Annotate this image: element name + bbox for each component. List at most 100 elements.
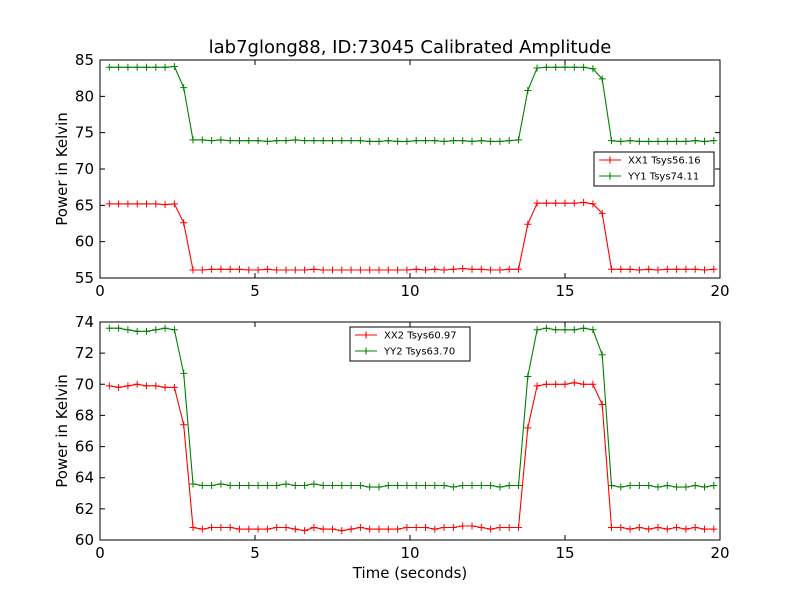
data-point-marker: [710, 482, 718, 489]
data-point-marker: [682, 483, 690, 491]
legend-entry-label: YY1 Tsys74.11: [627, 172, 699, 183]
data-point-marker: [347, 482, 355, 489]
data-point-marker: [403, 524, 411, 532]
data-point-marker: [561, 380, 569, 388]
data-point-marker: [226, 482, 234, 489]
data-point-marker: [403, 266, 411, 274]
data-point-marker: [236, 482, 243, 489]
data-point-marker: [533, 382, 541, 390]
legend-entry-label: XX1 Tsys56.16: [628, 156, 701, 167]
data-point-marker: [645, 137, 653, 145]
y-tick-label: 85: [75, 51, 94, 69]
y-tick-label: 75: [75, 124, 94, 142]
y-tick-label: 72: [75, 344, 94, 362]
data-point-marker: [291, 136, 299, 144]
data-point-marker: [552, 380, 560, 388]
data-point-marker: [115, 383, 123, 391]
data-point-marker: [673, 524, 681, 532]
data-point-marker: [263, 482, 271, 489]
data-point-marker: [542, 380, 550, 388]
legend-box: [593, 151, 715, 187]
y-tick-label: 65: [75, 196, 94, 214]
data-point-marker: [524, 373, 532, 380]
data-point-marker: [663, 525, 671, 533]
data-point-marker: [375, 525, 383, 533]
data-point-marker: [282, 266, 290, 274]
data-point-marker: [291, 525, 299, 533]
data-point-marker: [310, 480, 318, 488]
data-point-marker: [338, 266, 346, 274]
data-point-marker: [217, 480, 225, 488]
data-point-marker: [431, 265, 439, 273]
data-point-marker: [487, 137, 495, 145]
data-point-marker: [682, 137, 690, 145]
data-point-marker: [161, 324, 169, 332]
y-axis-label: Power in Kelvin: [53, 112, 71, 226]
data-point-marker: [477, 482, 485, 489]
data-point-marker: [598, 209, 606, 217]
data-point-marker: [375, 137, 383, 145]
data-point-marker: [617, 265, 625, 273]
data-point-marker: [496, 483, 504, 491]
data-point-marker: [449, 265, 457, 273]
data-point-marker: [319, 525, 327, 533]
x-tick-label: 10: [400, 544, 419, 562]
data-point-marker: [608, 265, 615, 273]
data-point-marker: [236, 265, 243, 273]
data-point-marker: [468, 522, 476, 530]
data-point-marker: [263, 137, 271, 145]
data-point-marker: [552, 199, 560, 207]
data-point-marker: [301, 482, 309, 489]
data-point-marker: [524, 220, 532, 228]
data-point-marker: [524, 424, 532, 432]
data-point-marker: [170, 63, 178, 71]
top-panel: Power in Kelvin 0 5 10 15 20 55 60 65 70 75 80 85 XX1…: [53, 51, 730, 300]
y-tick-label: 74: [75, 313, 94, 331]
data-point-marker: [115, 200, 123, 208]
data-point-marker: [654, 483, 662, 491]
data-point-marker: [245, 266, 253, 274]
data-point-marker: [310, 265, 318, 273]
data-point-marker: [384, 266, 392, 274]
data-point-marker: [143, 327, 150, 335]
data-point-marker: [282, 480, 290, 488]
data-point-marker: [319, 137, 327, 145]
data-point-marker: [152, 200, 160, 208]
data-point-marker: [570, 63, 578, 71]
y-tick-label: 64: [75, 469, 94, 487]
data-point-marker: [254, 266, 262, 274]
y-tick-label: 66: [75, 438, 94, 456]
y-tick-label: 70: [75, 160, 94, 178]
series-xx1: [105, 198, 718, 274]
data-point-marker: [217, 524, 225, 532]
data-point-marker: [366, 137, 374, 145]
data-point-marker: [570, 199, 578, 207]
data-point-marker: [552, 326, 560, 334]
data-point-marker: [217, 265, 225, 273]
data-point-marker: [394, 137, 402, 145]
data-point-marker: [673, 483, 681, 491]
x-tick-label: 20: [710, 544, 729, 562]
data-point-marker: [170, 383, 178, 391]
y-tick-label: 60: [75, 531, 94, 549]
series-line: [109, 382, 714, 532]
data-point-marker: [226, 524, 234, 532]
data-point-marker: [533, 64, 541, 72]
y-tick-label: 70: [75, 375, 94, 393]
data-point-marker: [468, 482, 476, 489]
data-point-marker: [105, 63, 113, 71]
data-point-marker: [208, 524, 216, 532]
data-point-marker: [626, 482, 634, 489]
data-point-marker: [115, 63, 123, 71]
data-point-marker: [459, 265, 467, 273]
data-point-marker: [673, 265, 681, 273]
data-point-marker: [180, 369, 188, 377]
data-point-marker: [338, 527, 346, 535]
data-point-marker: [301, 266, 309, 274]
data-point-marker: [105, 324, 113, 332]
data-point-marker: [431, 137, 439, 145]
data-point-marker: [310, 137, 318, 145]
data-point-marker: [505, 524, 513, 532]
legend-swatch: [355, 331, 377, 339]
